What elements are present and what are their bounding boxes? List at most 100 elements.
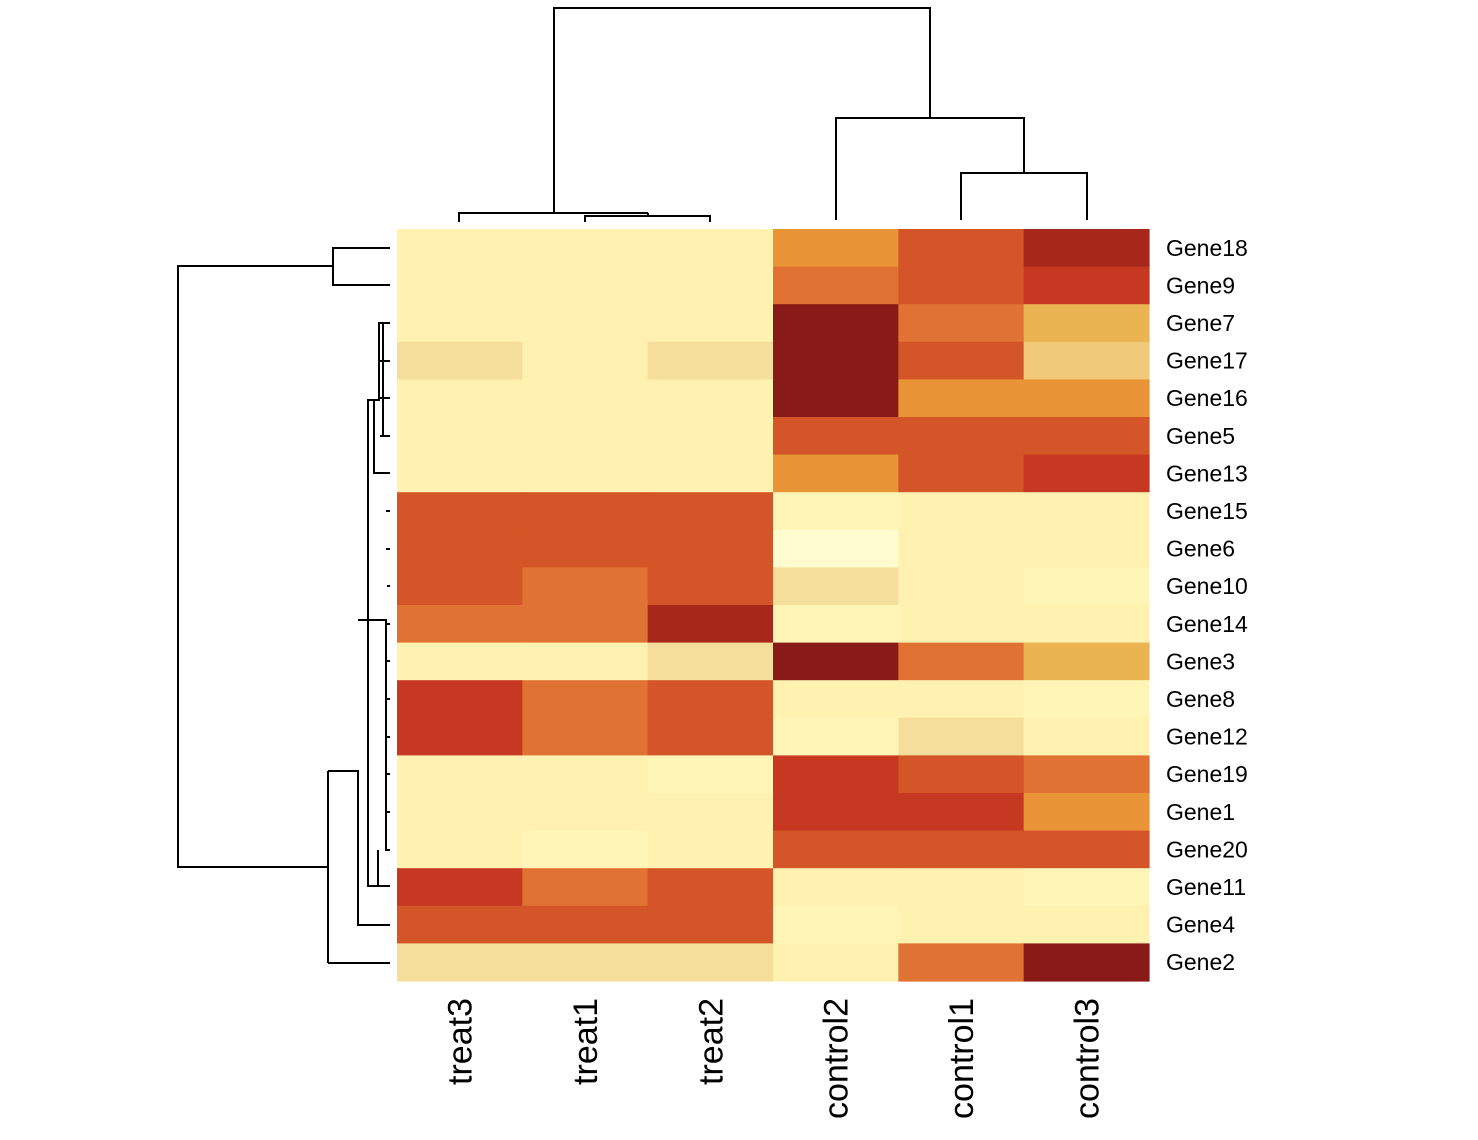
heatmap-cell — [647, 266, 774, 305]
heatmap-cell — [773, 717, 899, 756]
heatmap-cell — [647, 529, 774, 568]
heatmap-cell — [1023, 943, 1150, 982]
heatmap-cell — [397, 755, 523, 794]
row-label: Gene17 — [1166, 348, 1248, 374]
heatmap-cell — [898, 793, 1025, 832]
heatmap-cell — [522, 717, 649, 756]
heatmap-cell — [898, 266, 1025, 305]
row-label: Gene5 — [1166, 423, 1235, 449]
heatmap-cell — [522, 417, 649, 456]
row-label: Gene15 — [1166, 498, 1248, 524]
heatmap-cell — [1023, 417, 1150, 456]
heatmap-cell — [522, 830, 649, 869]
heatmap-cell — [898, 492, 1025, 531]
heatmap-cell — [1023, 717, 1150, 756]
heatmap-cell — [898, 341, 1025, 380]
heatmap-cell — [397, 943, 523, 982]
heatmap-cell — [397, 379, 523, 418]
heatmap-cell — [522, 868, 649, 907]
heatmap-cell — [773, 341, 899, 380]
heatmap-cells — [397, 229, 1150, 982]
heatmap-cell — [522, 567, 649, 606]
row-label: Gene14 — [1166, 611, 1248, 637]
heatmap-cell — [1023, 793, 1150, 832]
heatmap-cell — [1023, 605, 1150, 644]
heatmap-cell — [397, 454, 523, 493]
heatmap-cell — [898, 905, 1025, 944]
heatmap-cell — [647, 680, 774, 719]
heatmap-cell — [898, 567, 1025, 606]
row-label: Gene1 — [1166, 799, 1235, 825]
heatmap-cell — [397, 341, 523, 380]
heatmap-cell — [773, 229, 899, 268]
heatmap-cell — [898, 680, 1025, 719]
heatmap-cell — [773, 943, 899, 982]
heatmap-cell — [647, 868, 774, 907]
heatmap-cell — [647, 830, 774, 869]
heatmap-cell — [522, 605, 649, 644]
heatmap-cell — [397, 229, 523, 268]
heatmap-cell — [773, 830, 899, 869]
heatmap-cell — [647, 379, 774, 418]
row-label: Gene16 — [1166, 385, 1248, 411]
heatmap-cell — [898, 868, 1025, 907]
heatmap-cell — [397, 717, 523, 756]
row-dendrogram — [177, 247, 390, 964]
column-label: treat1 — [567, 998, 605, 1085]
heatmap-cell — [522, 755, 649, 794]
heatmap-cell — [522, 304, 649, 343]
heatmap-cell — [1023, 642, 1150, 681]
heatmap-cell — [522, 905, 649, 944]
heatmap-cell — [773, 417, 899, 456]
heatmap-cell — [397, 793, 523, 832]
heatmap-cell — [397, 567, 523, 606]
heatmap-cell — [397, 304, 523, 343]
heatmap-cell — [1023, 379, 1150, 418]
heatmap-cell — [397, 680, 523, 719]
heatmap-cell — [773, 266, 899, 305]
heatmap-cell — [1023, 529, 1150, 568]
heatmap-cell — [647, 717, 774, 756]
heatmap-cell — [898, 717, 1025, 756]
heatmap-cell — [522, 266, 649, 305]
heatmap-cell — [397, 529, 523, 568]
row-label: Gene13 — [1166, 460, 1248, 486]
heatmap-cell — [522, 454, 649, 493]
row-labels: Gene18 Gene9 Gene7 Gene17 Gene16 Gene5 Gene13 G… — [1166, 235, 1248, 975]
heatmap-cell — [647, 605, 774, 644]
column-label: treat3 — [442, 998, 480, 1085]
heatmap-cell — [898, 529, 1025, 568]
heatmap-cell — [397, 417, 523, 456]
heatmap-cell — [1023, 830, 1150, 869]
heatmap-cell — [1023, 905, 1150, 944]
row-label: Gene6 — [1166, 536, 1235, 562]
heatmap-cell — [898, 229, 1025, 268]
heatmap-cell — [773, 454, 899, 493]
heatmap-cell — [397, 905, 523, 944]
heatmap-cell — [773, 379, 899, 418]
heatmap-cell — [647, 229, 774, 268]
row-label: Gene9 — [1166, 272, 1235, 298]
heatmap-cell — [647, 417, 774, 456]
row-label: Gene19 — [1166, 761, 1248, 787]
heatmap-cell — [898, 417, 1025, 456]
heatmap-cell — [773, 868, 899, 907]
column-label: control3 — [1068, 998, 1106, 1119]
heatmap-cell — [647, 905, 774, 944]
row-label: Gene12 — [1166, 724, 1248, 750]
column-dendrogram — [458, 7, 1088, 222]
heatmap-cell — [647, 492, 774, 531]
heatmap-cell — [647, 793, 774, 832]
heatmap-cell — [522, 680, 649, 719]
heatmap-cell — [898, 755, 1025, 794]
heatmap-cell — [647, 567, 774, 606]
heatmap-cell — [773, 605, 899, 644]
heatmap-cell — [773, 905, 899, 944]
heatmap-cell — [773, 492, 899, 531]
heatmap-cell — [522, 642, 649, 681]
heatmap-cell — [1023, 454, 1150, 493]
heatmap-cell — [898, 642, 1025, 681]
heatmap-cell — [1023, 229, 1150, 268]
row-label: Gene18 — [1166, 235, 1248, 261]
